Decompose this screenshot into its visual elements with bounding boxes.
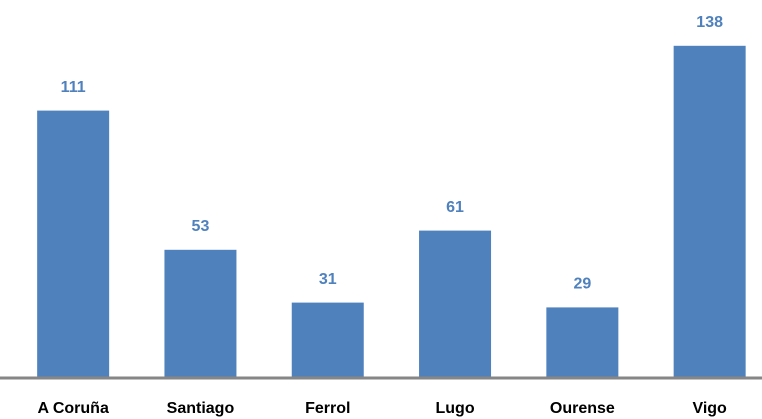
bar xyxy=(37,110,110,377)
x-tick-label: Santiago xyxy=(167,400,235,417)
x-tick-label: A Coruña xyxy=(37,400,109,417)
x-tick-label: Lugo xyxy=(436,400,475,417)
x-tick-label: Ourense xyxy=(550,400,615,417)
value-label: 61 xyxy=(446,199,464,216)
bar xyxy=(164,249,237,377)
bar xyxy=(546,307,619,377)
x-tick-label: Vigo xyxy=(692,400,727,417)
value-label: 29 xyxy=(573,276,591,293)
value-label: 111 xyxy=(61,79,86,96)
value-label: 138 xyxy=(696,14,723,31)
value-label: 31 xyxy=(319,271,337,288)
bar xyxy=(419,230,492,377)
bar xyxy=(673,45,746,378)
value-label: 53 xyxy=(192,218,210,235)
bar xyxy=(291,302,364,377)
x-tick-label: Ferrol xyxy=(305,400,350,417)
